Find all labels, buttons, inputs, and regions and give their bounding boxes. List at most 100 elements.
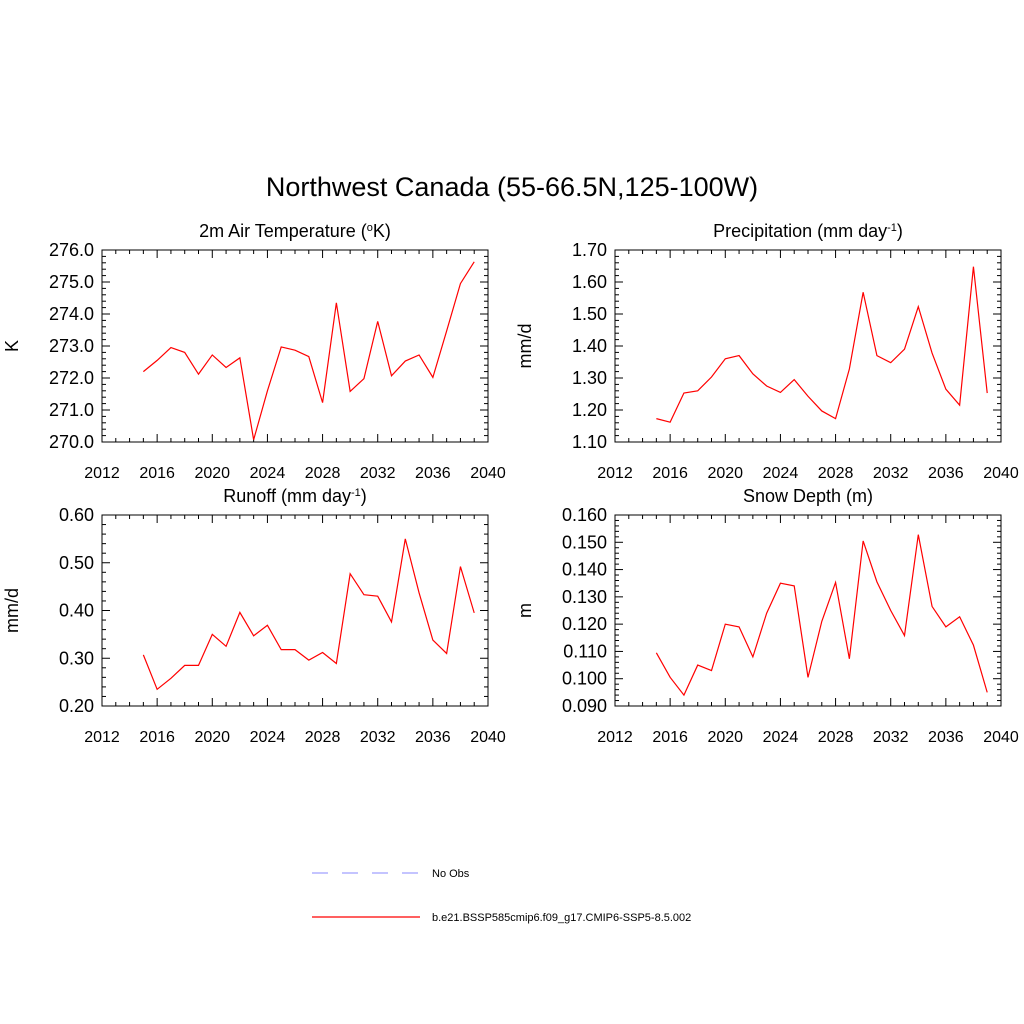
- data-point: [169, 677, 172, 680]
- data-point: [958, 404, 961, 407]
- y-tick-label: 1.70: [572, 240, 607, 260]
- data-point: [834, 417, 837, 420]
- y-tick-label: 1.20: [572, 400, 607, 420]
- panel-snow-depth: Snow Depth (m) m 2012 2016 2020 2024 2028 2032 2…: [515, 486, 1019, 746]
- data-point: [156, 359, 159, 362]
- title-text: ): [361, 486, 367, 506]
- data-point: [431, 376, 434, 379]
- data-point: [779, 582, 782, 585]
- data-point: [710, 376, 713, 379]
- title-superscript: -1: [351, 487, 361, 499]
- data-point: [197, 373, 200, 376]
- data-point: [724, 357, 727, 360]
- data-point: [252, 438, 255, 441]
- data-point: [321, 651, 324, 654]
- data-point: [376, 320, 379, 323]
- series-line-air-temperature: [142, 261, 475, 440]
- title-text: Runoff (mm day: [223, 486, 351, 506]
- series-line-runoff: [142, 538, 475, 691]
- x-tick-label: 2028: [305, 465, 341, 482]
- data-point: [669, 676, 672, 679]
- y-tick-label: 0.100: [562, 669, 607, 689]
- y-tick-label: 275.0: [49, 272, 94, 292]
- x-tick-label: 2020: [707, 465, 743, 482]
- panel-title: Runoff (mm day-1): [223, 486, 367, 506]
- x-tick-label: 2036: [415, 465, 451, 482]
- x-tick-label: 2040: [470, 465, 506, 482]
- legend: No Obs b.e21.BSSP585cmip6.f09_g17.CMIP6-…: [312, 868, 691, 924]
- data-point: [473, 260, 476, 263]
- data-point: [986, 392, 989, 395]
- y-axis-label: mm/d: [2, 588, 22, 633]
- data-point: [294, 648, 297, 651]
- data-point: [848, 368, 851, 371]
- data-point: [390, 620, 393, 623]
- x-tick-label: 2016: [139, 465, 175, 482]
- data-point: [156, 688, 159, 691]
- y-tick-label: 0.130: [562, 587, 607, 607]
- legend-label-no-obs: No Obs: [432, 868, 470, 880]
- data-point: [238, 611, 241, 614]
- series-line-snow-depth: [655, 534, 988, 697]
- x-tick-label: 2020: [194, 729, 230, 746]
- y-tick-label: 0.60: [59, 505, 94, 525]
- data-point: [903, 348, 906, 351]
- data-point: [390, 374, 393, 377]
- chart-panels: 2m Air Temperature (oK) K 2012 2016 2020 2024…: [2, 221, 1019, 746]
- data-point: [779, 391, 782, 394]
- data-point: [362, 377, 365, 380]
- data-point: [376, 595, 379, 598]
- x-tick-label: 2024: [250, 465, 286, 482]
- data-point: [418, 591, 421, 594]
- x-tick-label: 2024: [250, 729, 286, 746]
- data-point: [418, 353, 421, 356]
- data-point: [986, 691, 989, 694]
- data-point: [807, 395, 810, 398]
- data-point: [972, 644, 975, 647]
- data-point: [807, 676, 810, 679]
- data-point: [903, 634, 906, 637]
- data-point: [889, 361, 892, 364]
- data-point: [225, 645, 228, 648]
- data-point: [307, 659, 310, 662]
- x-tick-label: 2028: [305, 729, 341, 746]
- title-text: Precipitation (mm day: [713, 221, 887, 241]
- plot-frame: [101, 514, 489, 707]
- data-point: [197, 664, 200, 667]
- data-point: [958, 615, 961, 618]
- data-point: [307, 355, 310, 358]
- data-point: [183, 351, 186, 354]
- data-point: [238, 356, 241, 359]
- panel-title: 2m Air Temperature (oK): [199, 221, 391, 241]
- y-tick-label: 0.150: [562, 532, 607, 552]
- title-text: 2m Air Temperature (: [199, 221, 367, 241]
- x-tick-label: 2032: [360, 465, 396, 482]
- data-point: [266, 624, 269, 627]
- data-point: [655, 417, 658, 420]
- data-point: [738, 625, 741, 628]
- data-point: [655, 651, 658, 654]
- panel-air-temperature: 2m Air Temperature (oK) K 2012 2016 2020 2024…: [2, 221, 506, 482]
- y-tick-label: 1.10: [572, 432, 607, 452]
- data-point: [404, 360, 407, 363]
- data-point: [362, 593, 365, 596]
- figure-title: Northwest Canada (55-66.5N,125-100W): [266, 172, 758, 202]
- data-point: [321, 401, 324, 404]
- data-point: [862, 539, 865, 542]
- y-tick-label: 1.60: [572, 272, 607, 292]
- data-point: [834, 581, 837, 584]
- x-tick-label: 2032: [360, 729, 396, 746]
- data-point: [225, 366, 228, 369]
- data-point: [142, 370, 145, 373]
- x-tick-label: 2040: [983, 729, 1019, 746]
- y-tick-label: 271.0: [49, 400, 94, 420]
- y-tick-label: 1.50: [572, 304, 607, 324]
- plot-frame: [614, 249, 1002, 443]
- title-superscript: -1: [887, 222, 897, 234]
- data-point: [669, 421, 672, 424]
- x-tick-label: 2028: [818, 465, 854, 482]
- data-point: [738, 354, 741, 357]
- data-point: [266, 389, 269, 392]
- x-tick-label: 2032: [873, 465, 909, 482]
- panel-runoff: Runoff (mm day-1) mm/d 2012 2016 2020 2024 202…: [2, 486, 506, 746]
